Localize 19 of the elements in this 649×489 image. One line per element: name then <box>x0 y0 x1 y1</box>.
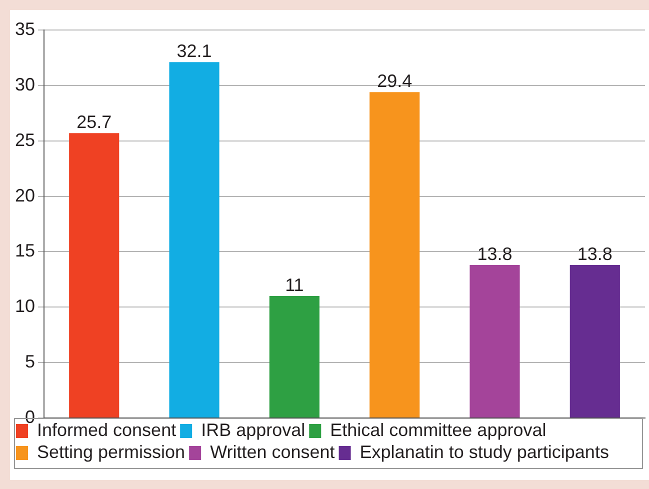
data-label: 13.8 <box>577 244 612 264</box>
data-label: 11 <box>285 275 304 296</box>
y-tick-label: 35 <box>14 18 36 39</box>
legend-label: Written consent <box>210 442 335 462</box>
legend-label: Setting permission <box>37 442 186 462</box>
y-tick-label: 5 <box>25 352 36 372</box>
data-label: 32.1 <box>176 41 212 62</box>
legend-label: Informed consent <box>37 420 176 440</box>
y-tick-label: 25 <box>14 130 36 150</box>
data-label: 29.4 <box>377 71 412 92</box>
y-tick-label: 15 <box>14 240 36 261</box>
y-tick-label: 10 <box>14 296 36 316</box>
legend-label: Ethical committee approval <box>330 420 546 440</box>
y-tick-label: 20 <box>14 185 36 206</box>
legend-label: Explanatin to study participants <box>360 442 609 462</box>
legend-label: IRB approval <box>201 420 306 440</box>
y-tick-label: 30 <box>14 74 36 94</box>
data-label: 13.8 <box>477 244 512 264</box>
data-label: 25.7 <box>76 112 112 132</box>
